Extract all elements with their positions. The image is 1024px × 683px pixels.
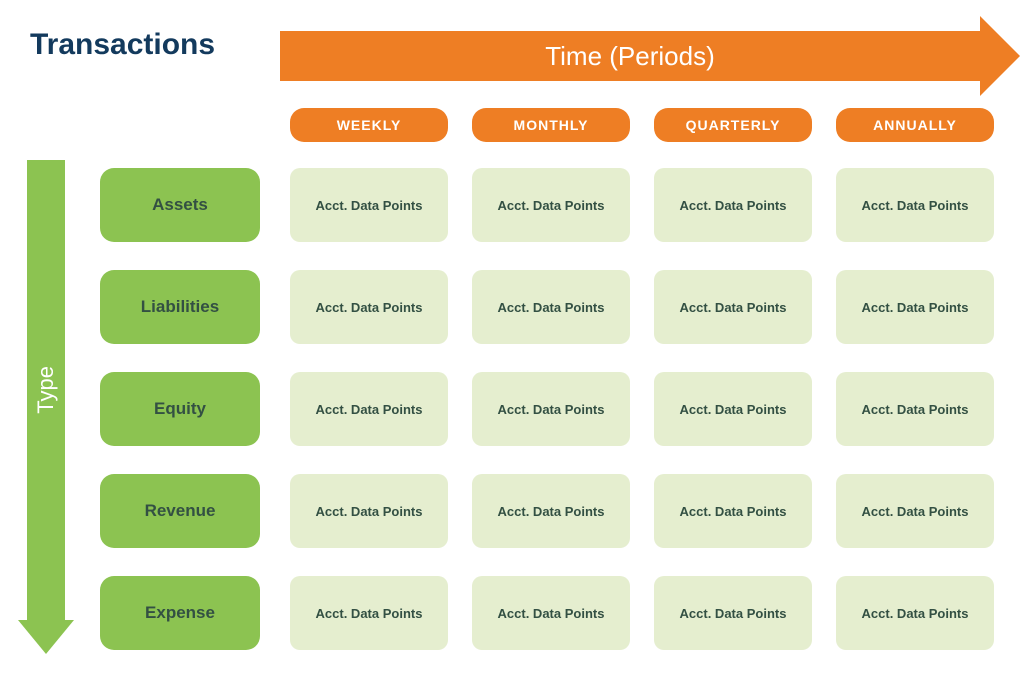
time-arrow-label: Time (Periods) xyxy=(545,41,715,72)
data-cell: Acct. Data Points xyxy=(654,372,812,446)
diagram-root: Transactions Time (Periods) Type WEEKLY M… xyxy=(0,0,1024,683)
data-cell: Acct. Data Points xyxy=(654,270,812,344)
data-cell: Acct. Data Points xyxy=(836,168,994,242)
data-cell: Acct. Data Points xyxy=(290,168,448,242)
period-pill: WEEKLY xyxy=(290,108,448,142)
page-title: Transactions xyxy=(30,28,215,62)
data-cell: Acct. Data Points xyxy=(472,168,630,242)
data-cell: Acct. Data Points xyxy=(836,474,994,548)
time-arrow-bar: Time (Periods) xyxy=(280,31,980,81)
type-pill: Equity xyxy=(100,372,260,446)
data-cell: Acct. Data Points xyxy=(836,576,994,650)
data-cell: Acct. Data Points xyxy=(290,372,448,446)
period-pill: MONTHLY xyxy=(472,108,630,142)
data-cell: Acct. Data Points xyxy=(654,576,812,650)
type-arrow-bar: Type xyxy=(27,160,65,620)
data-cell: Acct. Data Points xyxy=(836,372,994,446)
data-cell: Acct. Data Points xyxy=(836,270,994,344)
time-arrow-head-icon xyxy=(980,16,1020,96)
time-arrow: Time (Periods) xyxy=(280,16,1020,96)
period-pill: ANNUALLY xyxy=(836,108,994,142)
data-cell: Acct. Data Points xyxy=(654,168,812,242)
data-cell: Acct. Data Points xyxy=(472,474,630,548)
data-cell: Acct. Data Points xyxy=(472,372,630,446)
period-pill: QUARTERLY xyxy=(654,108,812,142)
type-arrow: Type xyxy=(18,160,74,654)
data-cell: Acct. Data Points xyxy=(290,576,448,650)
type-pill: Assets xyxy=(100,168,260,242)
type-pill: Revenue xyxy=(100,474,260,548)
data-cell: Acct. Data Points xyxy=(290,474,448,548)
data-cell: Acct. Data Points xyxy=(472,270,630,344)
data-cell: Acct. Data Points xyxy=(472,576,630,650)
type-arrow-head-icon xyxy=(18,620,74,654)
data-cell: Acct. Data Points xyxy=(654,474,812,548)
type-arrow-label: Type xyxy=(33,366,59,414)
type-pill: Liabilities xyxy=(100,270,260,344)
data-cell: Acct. Data Points xyxy=(290,270,448,344)
type-pill: Expense xyxy=(100,576,260,650)
